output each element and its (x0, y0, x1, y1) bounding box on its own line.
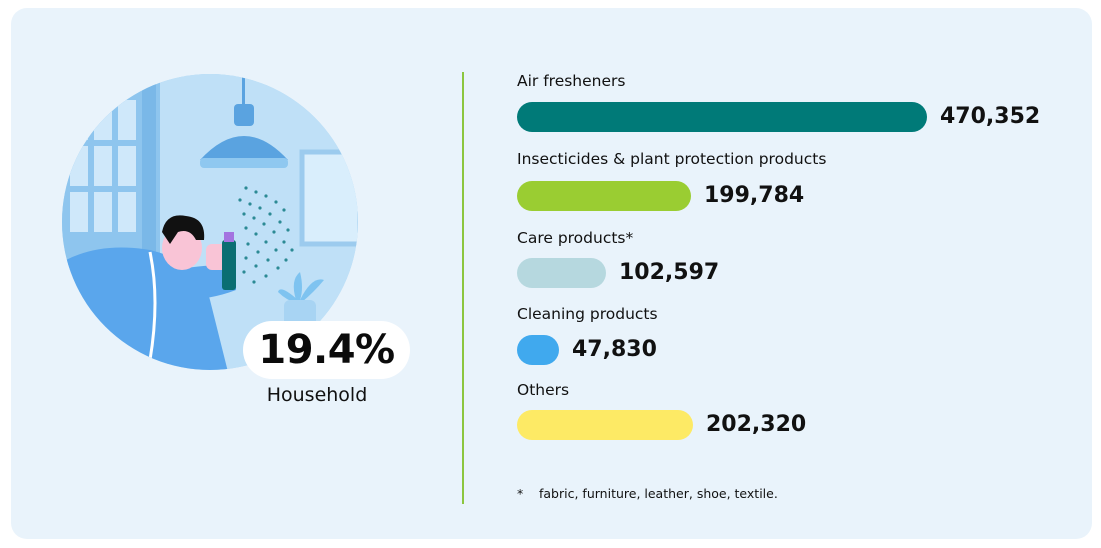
footnote-text: fabric, furniture, leather, shoe, textil… (539, 486, 778, 501)
bar-value-label: 102,597 (619, 260, 720, 285)
bar-label: Cleaning products (517, 305, 658, 323)
bar-value-label: 47,830 (572, 337, 657, 362)
household-label: Household (266, 384, 368, 406)
spray-mist (238, 186, 294, 284)
footnote: * fabric, furniture, leather, shoe, texti… (517, 486, 778, 501)
bar-label: Insecticides & plant protection products (517, 150, 827, 168)
bar-label: Others (517, 381, 570, 399)
household-percent-pill: 19.4% (243, 321, 410, 379)
divider (462, 72, 464, 504)
picture-frame (299, 149, 358, 247)
bar (517, 102, 927, 132)
bar (517, 410, 693, 440)
bar-label: Care products* (517, 229, 634, 247)
lamp-icon (200, 74, 288, 168)
bar-value-label: 202,320 (706, 412, 807, 437)
bar-label: Air fresheners (517, 72, 626, 90)
footnote-marker: * (517, 486, 524, 501)
bar (517, 335, 559, 365)
household-percent: 19.4% (258, 327, 395, 373)
window-icon (62, 74, 160, 270)
bar-value-label: 470,352 (940, 104, 1041, 129)
bar (517, 258, 606, 288)
bar-value-label: 199,784 (704, 183, 805, 208)
bar (517, 181, 691, 211)
